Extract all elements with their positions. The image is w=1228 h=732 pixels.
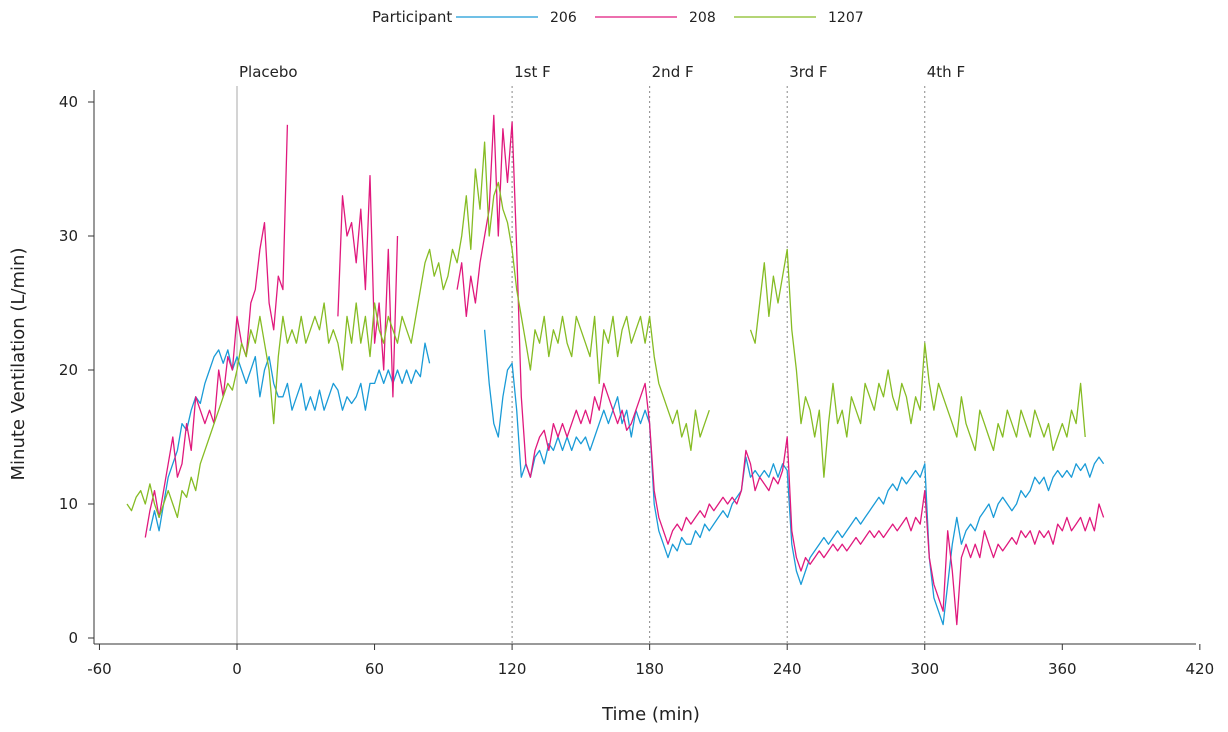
event-markers: Placebo 1st F 2nd F 3rd F 4th F bbox=[236, 63, 965, 644]
x-tick-label: 60 bbox=[365, 660, 384, 678]
series-line-208 bbox=[456, 114, 1105, 626]
y-axis-title: Minute Ventilation (L/min) bbox=[8, 248, 29, 481]
series-line-1207 bbox=[126, 141, 710, 519]
legend-label-206: 206 bbox=[550, 10, 577, 26]
y-tick-label: 40 bbox=[59, 93, 78, 111]
x-tick-label: 120 bbox=[498, 660, 527, 678]
x-tick-label: 420 bbox=[1186, 660, 1215, 678]
x-tick-label: 360 bbox=[1048, 660, 1077, 678]
event-label: 2nd F bbox=[652, 63, 694, 81]
y-tick-label: 20 bbox=[59, 361, 78, 379]
legend-title: Participant bbox=[372, 8, 452, 26]
series-line-208 bbox=[144, 124, 289, 538]
legend-entries: 206 208 1207 bbox=[456, 10, 864, 26]
x-tick-label: 0 bbox=[232, 660, 242, 678]
x-tick-label: 300 bbox=[910, 660, 939, 678]
axes: -60 0 60 120 180 240 300 360 420 0 10 20 30 40 bbox=[59, 90, 1214, 678]
legend-label-1207: 1207 bbox=[828, 10, 864, 26]
x-axis-title: Time (min) bbox=[601, 704, 700, 725]
y-tick-label: 30 bbox=[59, 227, 78, 245]
x-tick-label: 240 bbox=[773, 660, 802, 678]
y-tick-label: 10 bbox=[59, 495, 78, 513]
series-line-1207 bbox=[749, 248, 1086, 478]
series-line-208 bbox=[337, 175, 399, 398]
legend-label-208: 208 bbox=[689, 10, 716, 26]
series-line-206 bbox=[483, 329, 1105, 626]
x-tick-label: -60 bbox=[87, 660, 112, 678]
event-label: Placebo bbox=[239, 63, 298, 81]
event-label: 1st F bbox=[514, 63, 551, 81]
legend: Participant 206 208 1207 bbox=[372, 8, 864, 26]
event-label: 4th F bbox=[927, 63, 965, 81]
plot-area bbox=[126, 114, 1105, 626]
x-tick-label: 180 bbox=[635, 660, 664, 678]
event-label: 3rd F bbox=[789, 63, 827, 81]
y-tick-label: 0 bbox=[68, 629, 78, 647]
